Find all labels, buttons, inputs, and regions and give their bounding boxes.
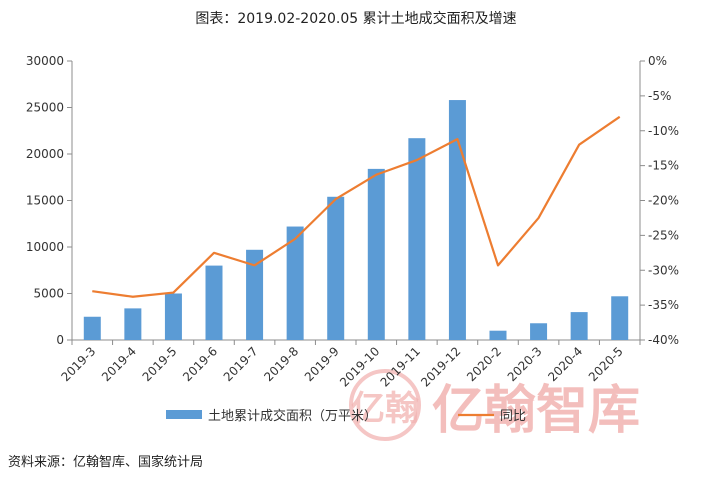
y-left-tick-label: 0 — [56, 333, 64, 347]
y-right-tick-label: -20% — [648, 194, 679, 208]
bar — [286, 226, 304, 340]
source-note: 资料来源：亿翰智库、国家统计局 — [8, 455, 204, 470]
y-left-tick-label: 25000 — [26, 101, 64, 115]
x-tick-label: 2020-4 — [545, 344, 585, 384]
bar — [164, 293, 182, 340]
bar — [246, 249, 264, 340]
bar — [408, 138, 426, 340]
y-right-tick-label: -30% — [648, 263, 679, 277]
bar — [83, 316, 101, 340]
x-tick-label: 2019-4 — [99, 344, 139, 384]
chart-title: 图表：2019.02-2020.05 累计土地成交面积及增速 — [195, 11, 517, 27]
y-right-tick-label: -15% — [648, 159, 679, 173]
bar — [448, 100, 466, 340]
x-tick-label: 2019-8 — [261, 344, 301, 384]
bar — [205, 265, 223, 340]
y-left-tick-label: 20000 — [26, 147, 64, 161]
bar — [327, 196, 345, 340]
bar — [611, 296, 629, 340]
watermark-seal — [349, 369, 421, 441]
y-left-tick-label: 15000 — [26, 194, 64, 208]
watermark-seal-text: 亿翰 — [351, 389, 419, 429]
bar — [124, 308, 142, 340]
y-right-tick-label: -40% — [648, 333, 679, 347]
bar — [530, 323, 548, 340]
legend-label-line: 同比 — [500, 409, 526, 424]
x-tick-label: 2020-5 — [586, 344, 626, 384]
y-left-tick-label: 30000 — [26, 54, 64, 68]
x-tick-label: 2019-7 — [221, 344, 261, 384]
x-tick-label: 2019-9 — [302, 344, 342, 384]
y-left-tick-label: 5000 — [33, 287, 64, 301]
y-right-tick-label: -25% — [648, 228, 679, 242]
y-right-tick-label: -5% — [648, 89, 671, 103]
y-right-tick-label: -35% — [648, 298, 679, 312]
y-right-tick-label: -10% — [648, 124, 679, 138]
y-right-tick-label: 0% — [648, 54, 667, 68]
x-tick-label: 2020-3 — [505, 344, 545, 384]
x-tick-label: 2019-5 — [140, 344, 180, 384]
x-tick-label: 2020-2 — [464, 344, 504, 384]
line-series — [92, 115, 621, 298]
bar — [489, 330, 507, 340]
legend-swatch-bar — [166, 410, 202, 419]
bar — [367, 168, 385, 340]
watermark: 亿翰 亿翰智库 — [349, 369, 640, 441]
watermark-text: 亿翰智库 — [432, 381, 640, 441]
x-tick-label: 2019-3 — [58, 344, 98, 384]
bar — [570, 312, 588, 340]
bar-series — [83, 100, 629, 340]
chart-legend: 土地累计成交面积（万平米） 同比 — [166, 408, 526, 424]
x-tick-label: 2019-6 — [180, 344, 220, 384]
x-tick-label: 2019-11 — [378, 344, 423, 389]
line-path — [92, 115, 621, 298]
y-left-tick-label: 10000 — [26, 240, 64, 254]
legend-label-bar: 土地累计成交面积（万平米） — [208, 408, 377, 424]
